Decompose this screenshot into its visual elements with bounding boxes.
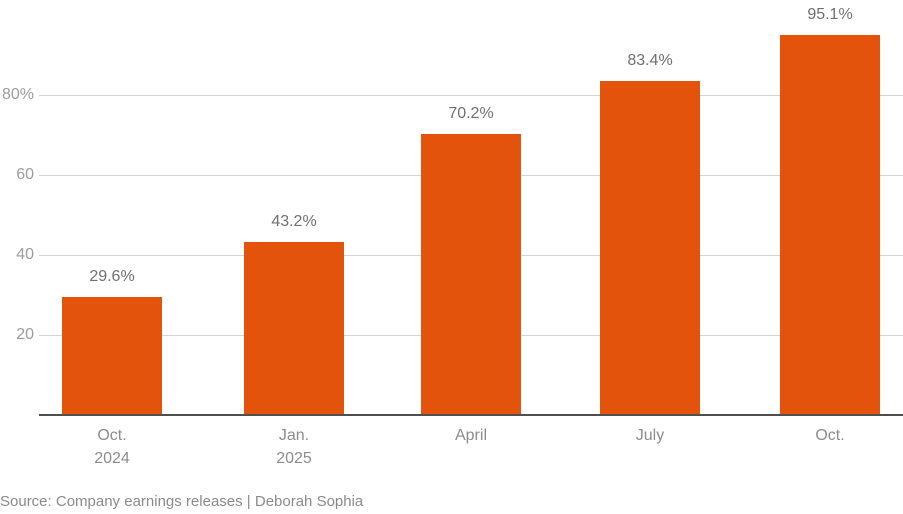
gridline-80	[39, 95, 903, 96]
source-attribution: Source: Company earnings releases | Debo…	[0, 493, 364, 510]
x-tick-label-line: April	[454, 427, 487, 444]
bar-july	[600, 81, 700, 414]
y-tick-label: 40	[16, 246, 34, 263]
x-tick-label-line: Oct.	[815, 427, 845, 444]
x-tick-label-line: Oct.	[97, 427, 127, 444]
bar-oct-2024	[62, 297, 162, 414]
y-tick-label: 80%	[1, 86, 34, 103]
y-tick-label: 60	[16, 166, 34, 183]
x-tick-label: Jan. 2025	[224, 424, 364, 470]
bar-value-label: 70.2%	[448, 105, 494, 122]
bar-value-label: 83.4%	[627, 52, 673, 69]
bar-april	[421, 134, 521, 414]
x-tick-label-line: 2024	[94, 450, 130, 467]
x-tick-label-line: July	[635, 427, 665, 444]
x-axis-line	[39, 414, 903, 416]
x-tick-label: Oct.	[760, 424, 900, 447]
bar-value-label: 29.6%	[89, 268, 135, 285]
x-tick-label-line: Jan.	[278, 427, 310, 444]
x-tick-label: Oct. 2024	[42, 424, 182, 470]
x-tick-label: April	[401, 424, 541, 447]
x-tick-label-line: 2025	[276, 450, 312, 467]
x-tick-label: July	[580, 424, 720, 447]
bar-value-label: 43.2%	[271, 213, 317, 230]
y-tick-label: 20	[16, 326, 34, 343]
bar-oct-	[780, 35, 880, 414]
bar-jan-2025	[244, 242, 344, 414]
bar-value-label: 95.1%	[807, 6, 853, 23]
